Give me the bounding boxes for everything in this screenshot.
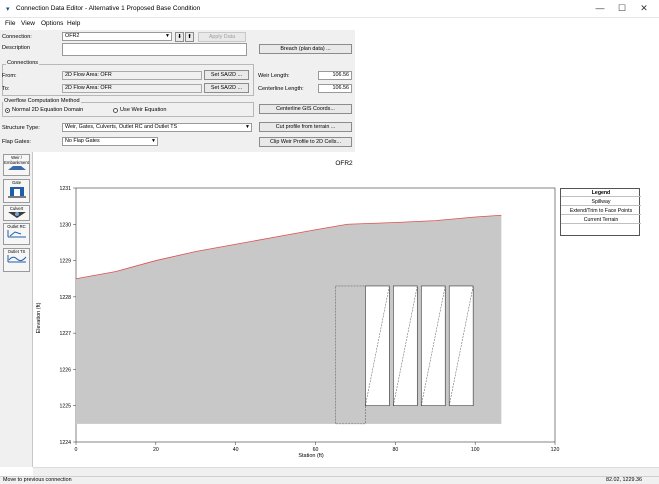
app-icon: ▾	[6, 6, 10, 13]
weir-equation-label: Use Weir Equation	[120, 107, 167, 113]
weir-length-input[interactable]: 106.56	[318, 71, 352, 80]
y-tick-label: 1226	[59, 367, 71, 373]
x-tick-label: 80	[392, 447, 398, 453]
y-tick-label: 1229	[59, 259, 71, 265]
menu-view[interactable]: View	[21, 20, 35, 27]
structure-type-label: Structure Type:	[2, 125, 40, 131]
weir-length-label: Weir Length:	[258, 73, 290, 79]
clip-weir-button[interactable]: Clip Weir Profile to 2D Cells...	[259, 137, 352, 147]
from-label: From:	[2, 73, 17, 79]
centerline-gis-button[interactable]: Centerline GIS Coords...	[259, 104, 352, 114]
profile-chart[interactable]: OFR2 0 20 40 60 80 100 120 1224 1225 1226 1227 1228…	[33, 152, 659, 467]
legend-entry-spillway: Spillway	[561, 198, 641, 206]
x-tick-label: 120	[551, 447, 560, 453]
x-tick-label: 0	[75, 447, 78, 453]
connection-select[interactable]: OFR2 ▼	[62, 32, 172, 41]
to-field: 2D Flow Area: OFR	[62, 84, 202, 93]
structure-sidebar	[0, 152, 33, 467]
next-connection-button[interactable]: ⬆	[185, 32, 194, 42]
outlet-rc-icon	[7, 230, 26, 238]
flap-gates-label: Flap Gates:	[2, 139, 31, 145]
to-label: To:	[2, 86, 10, 92]
description-label: Description	[2, 45, 30, 51]
centerline-length-input[interactable]: 106.56	[318, 84, 352, 93]
legend-entry-extend-trim: Extend/Trim to Face Points	[561, 207, 641, 215]
y-tick-label: 1225	[59, 404, 71, 410]
x-tick-label: 20	[153, 447, 159, 453]
weir-embankment-button[interactable]: Weir / Embankment	[3, 154, 30, 176]
gate-diagonal-4	[448, 285, 474, 406]
normal-2d-label: Normal 2D Equation Domain	[12, 107, 84, 113]
flap-gates-select[interactable]: No Flap Gates ▼	[62, 137, 158, 146]
y-tick-label: 1224	[59, 440, 71, 446]
set-sa-to-button[interactable]: Set SA/2D ...	[204, 83, 249, 93]
breach-button[interactable]: Breach (plan data) ...	[259, 44, 352, 54]
chart-legend: Legend Spillway Extend/Trim to Face Poin…	[560, 188, 641, 236]
culvert-button[interactable]: Culvert	[3, 205, 30, 221]
legend-entry-spillway-text: Spillway	[591, 199, 611, 205]
prev-connection-button[interactable]: ⬇	[175, 32, 184, 42]
status-message: Move to previous connection	[3, 477, 72, 483]
minimize-button[interactable]: —	[595, 3, 605, 13]
menu-options[interactable]: Options	[41, 20, 64, 27]
weir-equation-radio[interactable]	[113, 108, 118, 113]
outlet-ts-button[interactable]: Outlet TS	[3, 248, 30, 272]
from-field: 2D Flow Area: OFR	[62, 71, 202, 80]
y-tick-label: 1228	[59, 295, 71, 301]
menu-help[interactable]: Help	[67, 20, 81, 27]
status-bar	[0, 476, 659, 484]
legend-title: Legend	[561, 189, 641, 197]
gate-diagonal-2	[393, 285, 418, 406]
overflow-group-title: Overflow Computation Method	[3, 98, 81, 104]
outlet-rc-button[interactable]: Outlet RC	[3, 223, 30, 245]
connections-group-title: Connections	[6, 60, 40, 66]
cut-profile-button[interactable]: Cut profile from terrain ...	[259, 122, 352, 132]
maximize-button[interactable]: ☐	[617, 3, 627, 13]
profile-plot-area[interactable]: OFR2 0 20 40 60 80 100 120 1224 1225 1226 1227 1228…	[33, 152, 659, 467]
gate-icon	[7, 187, 26, 198]
apply-data-button[interactable]: Apply Data	[198, 32, 246, 42]
window-title: Connection Data Editor - Alternative 1 P…	[16, 5, 201, 12]
chevron-down-icon: ▼	[245, 124, 250, 130]
set-sa-from-button[interactable]: Set SA/2D ...	[204, 70, 249, 80]
x-tick-label: 60	[313, 447, 319, 453]
title-bar: ▾ Connection Data Editor - Alternative 1…	[0, 0, 659, 18]
gate-diagonal-3	[421, 285, 446, 406]
weir-embankment-label: Weir / Embankment	[4, 155, 29, 165]
chevron-down-icon: ▼	[165, 33, 170, 39]
legend-entry-current-terrain: Current Terrain	[561, 216, 641, 224]
outlet-ts-label: Outlet TS	[7, 249, 26, 254]
connections-group	[2, 64, 254, 96]
centerline-length-label: Centerline Length:	[258, 86, 304, 92]
y-tick-label: 1231	[59, 186, 71, 192]
horizontal-scrollbar[interactable]	[33, 467, 659, 476]
y-tick-label: 1230	[59, 222, 71, 228]
menu-bar	[0, 18, 659, 30]
status-coords: 82.02, 1229.36	[606, 477, 642, 483]
weir-icon	[7, 166, 26, 170]
culvert-icon	[7, 212, 26, 218]
structure-type-select[interactable]: Weir, Gates, Culverts, Outlet RC and Out…	[62, 123, 252, 132]
chevron-down-icon: ▼	[151, 138, 156, 144]
normal-2d-radio[interactable]	[5, 108, 10, 113]
outlet-rc-label: Outlet RC	[7, 224, 26, 229]
chart-title: OFR2	[335, 160, 353, 167]
weir-profile-line	[75, 214, 502, 280]
gate-button[interactable]: Gate	[3, 179, 30, 203]
x-tick-label: 100	[471, 447, 480, 453]
menu-file[interactable]: File	[5, 20, 16, 27]
overflow-group	[2, 102, 254, 117]
outlet-ts-icon	[7, 255, 26, 263]
y-tick-label: 1227	[59, 331, 71, 337]
culvert-label: Culvert	[9, 206, 24, 211]
connection-label: Connection:	[2, 34, 32, 40]
gate-label: Gate	[11, 180, 22, 185]
description-input[interactable]	[62, 43, 247, 56]
gate-diagonal-1	[365, 285, 390, 406]
close-button[interactable]: ✕	[640, 3, 648, 13]
y-axis-label: Elevation (ft)	[36, 302, 42, 333]
x-tick-label: 40	[233, 447, 239, 453]
x-axis-label: Station (ft)	[298, 453, 324, 459]
